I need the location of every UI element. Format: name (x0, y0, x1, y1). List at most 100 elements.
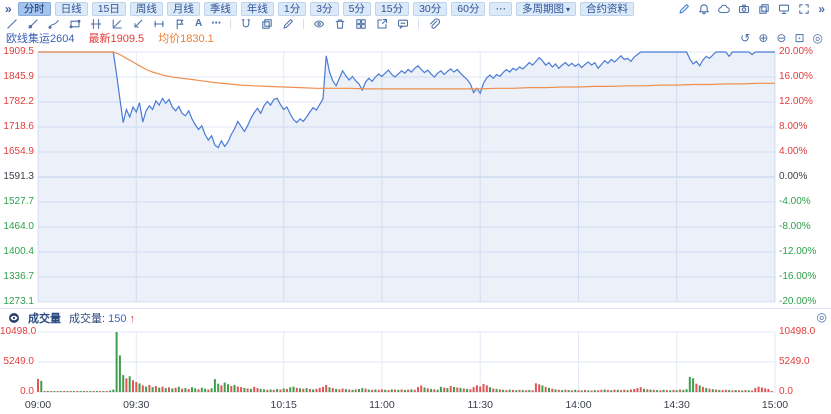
time-axis-label: 15:00 (761, 399, 789, 411)
volume-axis-label: 0.0 (779, 386, 793, 397)
period-button-日线[interactable]: 日线 (54, 2, 88, 16)
percent-axis-label: 12.00% (779, 96, 813, 107)
volume-axis-label: 5249.0 (3, 356, 34, 367)
period-button-15日[interactable]: 15日 (91, 2, 126, 16)
period-button-3分[interactable]: 3分 (310, 2, 339, 16)
toolbar-divider (230, 19, 232, 29)
volume-header: 成交量 成交量: 150 ↑ ◎ (0, 308, 831, 327)
volume-chart-svg[interactable] (0, 326, 831, 396)
period-button-30分[interactable]: 30分 (413, 2, 448, 16)
price-axis-label: 1909.5 (3, 46, 34, 57)
export-icon[interactable] (376, 18, 388, 30)
symbol-name[interactable]: 欧线集运2604 (6, 32, 75, 45)
price-axis-label: 1782.2 (3, 96, 34, 107)
up-arrow-icon: ↑ (129, 313, 136, 325)
reset-view-icon[interactable]: ⊡ (794, 30, 805, 45)
percent-axis-label: -16.00% (779, 271, 817, 282)
rect-tool-icon[interactable] (69, 18, 81, 30)
toolbar-divider (303, 19, 305, 29)
drawing-toolbar: A ⋯ (0, 18, 831, 30)
bell-icon[interactable] (698, 3, 710, 15)
expand-panel-icon[interactable]: » (818, 2, 825, 16)
time-axis-label: 14:30 (663, 399, 690, 411)
edit-icon[interactable] (678, 3, 690, 15)
camera-icon[interactable] (738, 3, 750, 15)
price-axis-label: 1527.7 (3, 196, 34, 207)
period-button-年线[interactable]: 年线 (240, 2, 274, 16)
flag-icon[interactable] (174, 18, 186, 30)
window-toolbar-icons: » (678, 2, 831, 16)
toolbar-divider (418, 19, 420, 29)
settings-icon[interactable]: ◎ (812, 30, 823, 45)
magnet-icon[interactable] (240, 18, 252, 30)
horizontal-range-icon[interactable] (153, 18, 165, 30)
price-axis-label: 1400.4 (3, 246, 34, 257)
copy-icon[interactable] (758, 3, 770, 15)
time-axis: 09:00 09:30 10:15 11:00 11:30 14:00 14:30 15:00 (0, 397, 831, 414)
fullscreen-icon[interactable] (798, 3, 810, 15)
percent-axis-label: -8.00% (779, 221, 811, 232)
price-line (38, 51, 775, 149)
zoom-in-icon[interactable]: ⊕ (758, 30, 769, 45)
time-axis-label: 09:00 (24, 399, 52, 411)
more-periods-button[interactable]: ⋯ (489, 2, 512, 16)
comment-icon[interactable] (397, 18, 409, 30)
brush-icon[interactable] (48, 18, 60, 30)
price-axis-label: 1591.3 (3, 171, 34, 182)
period-button-周线[interactable]: 周线 (129, 2, 163, 16)
arrow-mark-icon[interactable] (132, 18, 144, 30)
collapse-toolbar-icon[interactable]: » (5, 2, 12, 16)
zoom-out-icon[interactable]: ⊖ (776, 30, 787, 45)
time-axis-label: 11:00 (369, 399, 395, 411)
visibility-icon[interactable] (313, 18, 325, 30)
more-tools-icon[interactable]: ⋯ (211, 18, 222, 29)
time-axis-label: 10:15 (270, 399, 297, 411)
volume-settings-icon[interactable]: ◎ (816, 310, 827, 324)
chart-action-icons: ↺ ⊕ ⊖ ⊡ ◎ (740, 32, 831, 44)
percent-axis-label: 8.00% (779, 121, 808, 132)
percent-axis-label: 20.00% (779, 46, 813, 57)
cloud-icon[interactable] (718, 3, 731, 15)
time-axis-label: 11:30 (467, 399, 493, 411)
price-chart[interactable]: 1909.5 1845.9 1782.2 1718.6 1654.9 1591.3 1527… (0, 45, 831, 308)
period-button-60分[interactable]: 60分 (451, 2, 486, 16)
period-button-5分[interactable]: 5分 (342, 2, 371, 16)
multi-period-chart-button[interactable]: 多周期图 ▾ (515, 2, 576, 16)
price-axis-label: 1464.0 (3, 221, 34, 232)
percent-axis-label: 0.00% (779, 171, 808, 182)
period-button-分时[interactable]: 分时 (17, 2, 51, 16)
ray-icon[interactable] (27, 18, 39, 30)
volume-current-value: 150 (108, 313, 127, 325)
period-button-季线[interactable]: 季线 (203, 2, 237, 16)
parallel-channel-icon[interactable] (90, 18, 102, 30)
delete-icon[interactable] (334, 18, 346, 30)
copy-icon[interactable] (261, 18, 273, 30)
components-icon[interactable] (355, 18, 367, 30)
percent-axis-label: -20.00% (779, 296, 817, 307)
period-button-1分[interactable]: 1分 (277, 2, 307, 16)
period-button-月线[interactable]: 月线 (166, 2, 200, 16)
period-button-15分[interactable]: 15分 (374, 2, 410, 16)
text-tool-icon[interactable]: A (195, 18, 203, 29)
price-chart-svg[interactable] (0, 45, 831, 308)
price-area (38, 52, 775, 302)
contract-info-button[interactable]: 合约资料 (579, 2, 634, 16)
trend-angle-icon[interactable] (111, 18, 123, 30)
undo-icon[interactable]: ↺ (740, 30, 751, 45)
avg-price: 均价1830.1 (158, 32, 214, 45)
trend-line-icon[interactable] (6, 18, 18, 30)
volume-title: 成交量 (28, 313, 61, 325)
quote-bar: 欧线集运2604 最新1909.5 均价1830.1 ↺ ⊕ ⊖ ⊡ ◎ (0, 30, 831, 45)
volume-axis-label: 10498.0 (0, 326, 37, 337)
price-axis-label: 1336.7 (3, 271, 34, 282)
edit-icon[interactable] (282, 18, 294, 30)
last-price: 最新1909.5 (88, 32, 145, 45)
eye-icon[interactable] (8, 312, 20, 324)
price-axis-label: 1718.6 (3, 121, 34, 132)
percent-axis-label: -12.00% (779, 246, 817, 257)
volume-chart[interactable]: 10498.0 10498.0 5249.0 5249.0 0.0 0.0 (0, 326, 831, 397)
volume-axis-label: 0.0 (20, 386, 34, 397)
price-axis-label: 1845.9 (3, 71, 34, 82)
attachment-icon[interactable] (428, 18, 441, 30)
monitor-icon[interactable] (778, 3, 790, 15)
